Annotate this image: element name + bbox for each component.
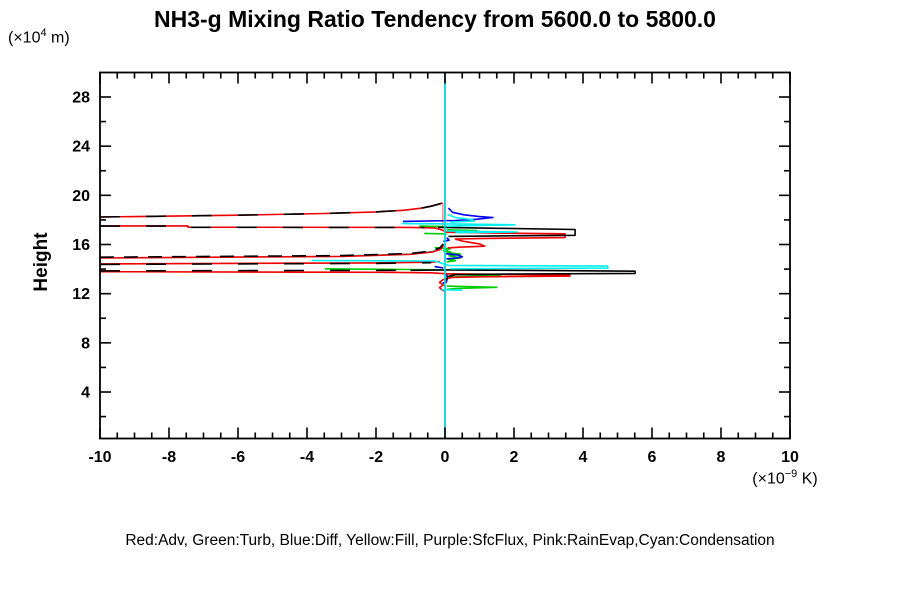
series-line-condensation: [401, 222, 516, 228]
x-tick-label: 4: [579, 449, 588, 466]
x-tick-label: 6: [648, 449, 657, 466]
x-tick-label: -10: [88, 449, 111, 466]
chart-title: NH3-g Mixing Ratio Tendency from 5600.0 …: [154, 6, 716, 32]
series-line-total: [99, 243, 444, 258]
x-tick-label: -2: [369, 449, 383, 466]
series-line-adv: [99, 202, 443, 218]
series-line-condensation: [441, 288, 463, 291]
x-tick-label: 8: [717, 449, 726, 466]
x-tick-label: -4: [300, 449, 314, 466]
series-line-total: [99, 202, 443, 218]
y-tick-label: 8: [81, 335, 90, 352]
y-axis-unit-label: (×104 m): [8, 27, 70, 47]
series-line-turb: [446, 285, 498, 291]
series-line-condensation: [446, 230, 518, 234]
series-line-total: [438, 226, 576, 238]
series-line-total: [99, 269, 411, 272]
series-line-adv: [100, 225, 566, 249]
x-tick-label: 2: [510, 449, 519, 466]
y-axis-title: Height: [31, 232, 52, 292]
x-tick-label: 0: [441, 449, 450, 466]
y-tick-label: 24: [72, 139, 90, 156]
y-tick-label: 4: [81, 385, 90, 402]
x-tick-label: -8: [162, 449, 176, 466]
series-line-total: [99, 261, 432, 266]
series-color-legend: Red:Adv, Green:Turb, Blue:Diff, Yellow:F…: [125, 532, 775, 549]
y-tick-label: 20: [72, 188, 90, 205]
series-line-condensation: [311, 259, 609, 270]
series-line-diff: [402, 207, 494, 223]
x-tick-label: -6: [231, 449, 245, 466]
x-axis-unit-label: (×10−9 K): [752, 468, 818, 488]
series-line-diff: [445, 252, 464, 260]
y-tick-label: 16: [72, 237, 90, 254]
series-line-diff: [443, 237, 450, 243]
series-line-turb: [424, 232, 447, 235]
series-line-diff: [434, 265, 444, 269]
y-tick-label: 28: [72, 90, 90, 107]
series-line-adv: [99, 270, 571, 292]
series-line-condensation: [447, 213, 476, 223]
y-tick-label: 12: [72, 286, 90, 303]
series-line-total: [410, 269, 636, 281]
x-tick-label: 10: [781, 449, 799, 466]
